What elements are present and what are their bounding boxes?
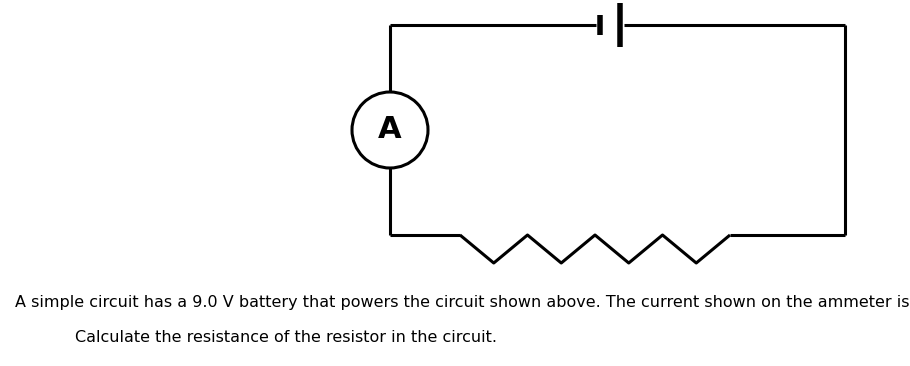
Text: A simple circuit has a 9.0 V battery that powers the circuit shown above. The cu: A simple circuit has a 9.0 V battery tha…	[15, 295, 910, 310]
Text: Calculate the resistance of the resistor in the circuit.: Calculate the resistance of the resistor…	[75, 330, 497, 345]
Text: A: A	[379, 116, 402, 145]
Circle shape	[352, 92, 428, 168]
